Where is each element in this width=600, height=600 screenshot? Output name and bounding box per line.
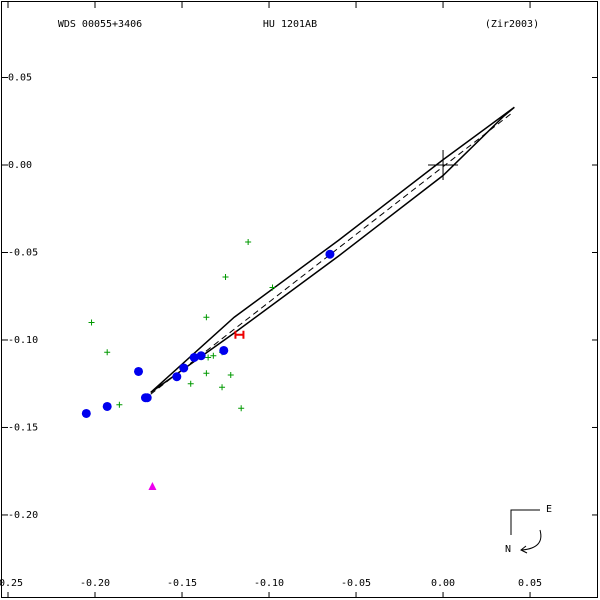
speckle-point [189,352,199,362]
micrometer-point [222,273,229,280]
x-tick-label: -0.25 [0,578,23,589]
speckle-point [142,393,152,403]
chart-subtitle: HU 1201AB [263,19,317,30]
speckle-point [325,249,335,259]
compass-arrow [521,529,542,551]
micrometer-point [116,401,123,408]
y-tick-label: -0.15 [8,422,38,433]
speckle-point [134,366,144,376]
compass-north: N [505,544,511,555]
y-tick-label: 0.05 [8,73,32,84]
speckle-point [196,351,206,361]
micrometer-point [238,405,245,412]
speckle-point [179,363,189,373]
x-tick-label: 0.00 [431,578,455,589]
compass-arrowhead [520,545,528,554]
y-tick-label: -0.05 [8,247,38,258]
triangle-point [148,481,157,490]
micrometer-point [203,370,210,377]
micrometer-point [187,380,194,387]
speckle-point [81,408,91,418]
x-tick-label: -0.20 [80,578,110,589]
x-tick-label: -0.05 [341,578,371,589]
x-tick-label: -0.10 [254,578,284,589]
x-tick-label: -0.15 [167,578,197,589]
h-point [234,330,245,339]
orbit [150,106,515,394]
compass [510,509,542,554]
compass-east: E [546,504,552,515]
micrometer-point [269,284,276,291]
micrometer-point [227,371,234,378]
micrometer-point [219,384,226,391]
micrometer-point [205,354,212,361]
speckle-point [219,345,229,355]
reference: (Zir2003) [485,19,539,30]
speckle-point [102,401,112,411]
micrometer-point [88,319,95,326]
micrometer-point [203,314,210,321]
chart-title: WDS 00055+3406 [58,19,142,30]
y-tick-label: -0.20 [8,510,38,521]
line-of-nodes [150,112,513,395]
speckle-point [172,372,182,382]
micrometer-point [245,238,252,245]
micrometer-point [210,352,217,359]
compass-arms [510,509,540,535]
micrometer-point [104,349,111,356]
y-tick-label: 0.00 [8,160,32,171]
y-tick-label: -0.10 [8,335,38,346]
x-tick-label: 0.05 [518,578,542,589]
